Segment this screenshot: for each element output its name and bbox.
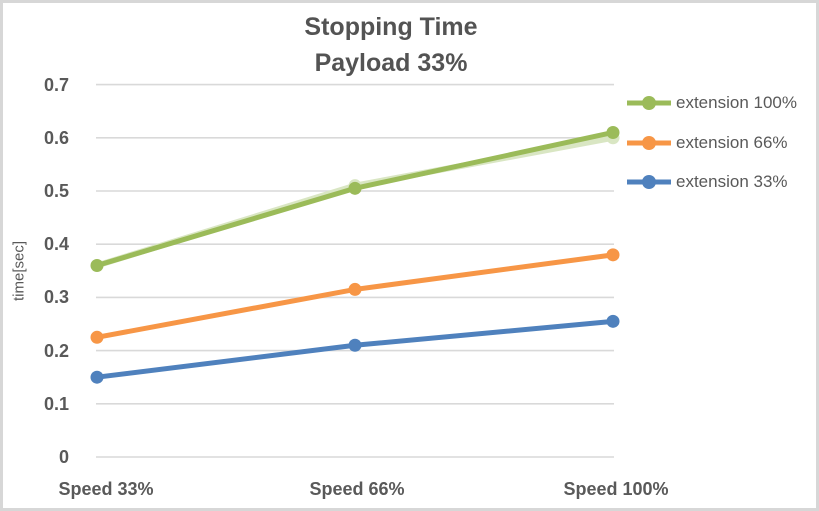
chart-title-line2: Payload 33% [314, 49, 468, 77]
shadow-series-line [94, 134, 616, 269]
series-line-extension-66- [94, 252, 616, 340]
data-point-extension-33- [90, 370, 104, 384]
chart-title-line1: Stopping Time [304, 13, 478, 41]
data-point-extension-100- [90, 258, 104, 272]
y-tick-label: 0.7 [43, 74, 69, 95]
y-tick-label: 0.5 [43, 181, 69, 201]
data-point-extension-100- [606, 125, 620, 139]
data-point-extension-33- [606, 314, 620, 328]
legend-line-marker-icon [627, 96, 671, 110]
data-point-extension-66- [606, 248, 620, 262]
data-point-extension-100- [348, 181, 362, 195]
x-category-label: Speed 100% [563, 479, 669, 499]
y-tick-label: 0.6 [43, 127, 69, 148]
y-tick-label: 0.3 [43, 287, 69, 308]
x-category-label: Speed 33% [58, 479, 154, 499]
legend-line-marker-icon [627, 175, 671, 189]
legend-item: extension 33% [625, 168, 788, 196]
legend-item: extension 100% [625, 89, 797, 117]
legend-label: extension 66% [676, 133, 788, 152]
legend-item: extension 66% [625, 129, 788, 157]
plot-area [90, 83, 620, 458]
legend-label: extension 100% [676, 93, 797, 112]
data-point-extension-66- [90, 330, 104, 344]
x-category-label: Speed 66% [309, 479, 405, 499]
y-tick-label: 0.4 [43, 234, 69, 255]
y-tick-label: 0.1 [43, 393, 69, 414]
chart-title: Stopping Time Payload 33% [3, 9, 779, 81]
legend-line-marker-icon [627, 136, 671, 150]
data-point-extension-33- [348, 338, 362, 352]
y-tick-label: 0.2 [43, 340, 69, 361]
legend-label: extension 33% [676, 172, 788, 191]
data-point-extension-66- [348, 282, 362, 296]
y-tick-label: 0 [58, 447, 69, 467]
